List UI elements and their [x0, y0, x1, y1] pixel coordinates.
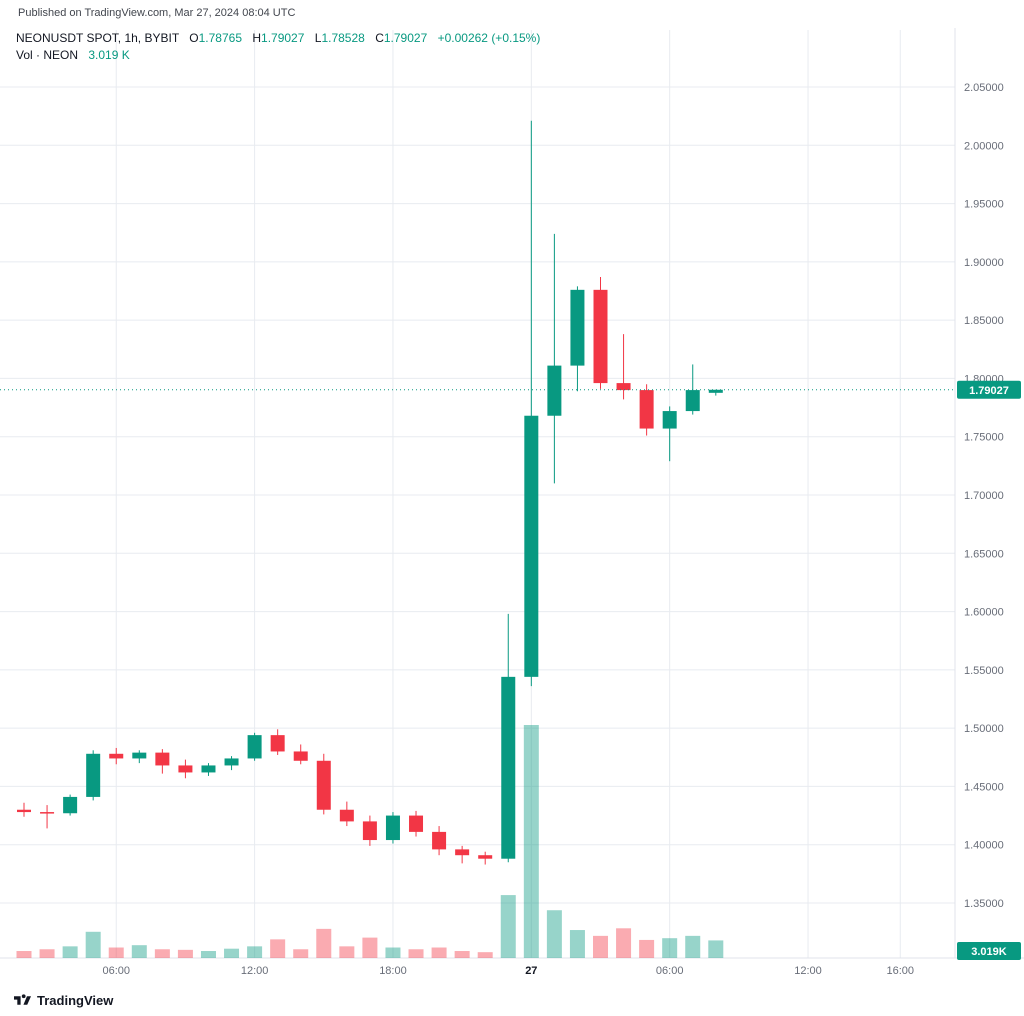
- svg-text:1.45000: 1.45000: [964, 781, 1004, 793]
- svg-text:18:00: 18:00: [379, 965, 407, 977]
- svg-text:1.40000: 1.40000: [964, 840, 1004, 852]
- svg-text:2.00000: 2.00000: [964, 140, 1004, 152]
- svg-text:1.65000: 1.65000: [964, 548, 1004, 560]
- svg-text:1.55000: 1.55000: [964, 665, 1004, 677]
- svg-text:1.50000: 1.50000: [964, 723, 1004, 735]
- svg-text:06:00: 06:00: [102, 965, 130, 977]
- svg-text:06:00: 06:00: [656, 965, 684, 977]
- svg-text:1.95000: 1.95000: [964, 199, 1004, 211]
- svg-text:2.05000: 2.05000: [964, 82, 1004, 94]
- svg-text:3.019K: 3.019K: [971, 946, 1007, 958]
- svg-text:1.70000: 1.70000: [964, 490, 1004, 502]
- svg-text:27: 27: [525, 965, 537, 977]
- svg-text:1.85000: 1.85000: [964, 315, 1004, 327]
- svg-text:1.79027: 1.79027: [969, 385, 1009, 397]
- svg-text:12:00: 12:00: [794, 965, 822, 977]
- footer-brand-text: TradingView: [37, 993, 114, 1008]
- svg-text:12:00: 12:00: [241, 965, 269, 977]
- svg-text:1.60000: 1.60000: [964, 607, 1004, 619]
- svg-text:1.35000: 1.35000: [964, 898, 1004, 910]
- footer-brand[interactable]: TradingView: [14, 993, 113, 1008]
- svg-text:1.90000: 1.90000: [964, 257, 1004, 269]
- svg-text:16:00: 16:00: [887, 965, 915, 977]
- published-note: Published on TradingView.com, Mar 27, 20…: [18, 7, 296, 19]
- svg-text:1.75000: 1.75000: [964, 432, 1004, 444]
- tradingview-logo-icon: [14, 993, 31, 1008]
